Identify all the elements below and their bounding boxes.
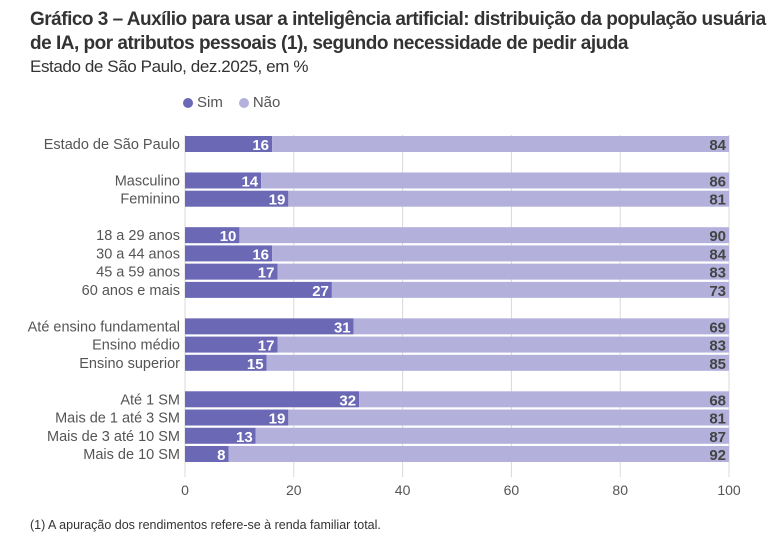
chart-title: Gráfico 3 – Auxílio para usar a inteligê… [30,9,766,54]
bar-sim [185,281,332,298]
data-label-sim: 16 [252,137,269,154]
category-label: 45 a 59 anos [96,265,180,281]
data-label-nao: 83 [709,265,726,282]
bar-sim [185,354,267,371]
data-label-sim: 19 [269,411,286,428]
data-label-nao: 85 [709,356,726,373]
data-label-nao: 84 [709,246,726,263]
bar-sim [185,263,278,280]
footnote: (1) A apuração dos rendimentos refere-se… [30,518,381,532]
bar-nao [277,263,729,280]
category-label: 60 anos e mais [82,283,180,299]
data-label-sim: 13 [236,429,253,446]
legend-item-sim: Sim [183,94,223,111]
bar-nao [272,136,729,152]
legend-label-sim: Sim [197,94,223,111]
category-label: Feminino [120,192,180,208]
data-label-nao: 81 [709,411,726,428]
data-label-nao: 83 [709,338,726,355]
bar-nao [228,446,729,462]
category-label: Mais de 10 SM [83,447,180,463]
legend-label-nao: Não [252,94,281,111]
category-label: Ensino superior [79,356,180,372]
data-label-nao: 87 [709,429,726,446]
data-label-nao: 68 [709,392,726,409]
legend: Sim Não [183,94,280,111]
bar-nao [261,172,729,189]
legend-swatch-sim [183,98,193,109]
bar-sim [185,446,229,462]
chart-subtitle: Estado de São Paulo, dez.2025, em % [30,57,309,76]
data-label-nao: 90 [709,228,726,245]
bar-nao [353,318,729,335]
category-label: 30 a 44 anos [96,246,180,262]
bar-nao [277,336,729,353]
bar-nao [288,190,729,207]
data-label-sim: 17 [258,338,275,355]
bar-sim [185,172,262,189]
data-label-nao: 92 [709,447,726,464]
bar-sim [185,336,278,353]
category-label: 18 a 29 anos [96,228,180,244]
category-label: Mais de 1 até 3 SM [55,411,180,427]
bar-nao [266,354,729,371]
legend-swatch-nao [238,98,249,109]
data-label-sim: 15 [247,356,264,373]
data-label-sim: 14 [241,173,258,190]
bar-sim [185,318,354,335]
bar-nao [359,391,729,408]
data-label-sim: 8 [217,447,225,464]
data-label-sim: 27 [312,283,329,300]
data-label-sim: 31 [334,319,351,336]
data-label-nao: 69 [709,319,726,336]
data-label-sim: 19 [269,192,286,209]
data-label-sim: 10 [220,228,237,245]
x-tick-label: 100 [717,482,741,498]
x-tick-label: 80 [612,482,628,498]
bar-nao [288,409,729,426]
bar-sim [185,427,256,444]
data-label-nao: 84 [709,137,726,154]
category-label: Mais de 3 até 10 SM [47,429,180,445]
category-label: Até 1 SM [120,392,180,408]
category-label: Masculino [115,173,180,189]
data-label-sim: 16 [252,246,269,263]
data-label-sim: 17 [258,265,275,282]
bar-nao [239,227,729,244]
bar-nao [272,245,729,262]
legend-item-nao: Não [238,94,281,111]
bar-nao [331,281,729,298]
bar-sim [185,136,273,152]
data-label-nao: 73 [709,283,726,300]
bar-sim [185,227,240,244]
bar-sim [185,409,289,426]
data-label-nao: 81 [709,192,726,209]
x-tick-label: 60 [504,482,520,498]
x-tick-label: 0 [181,482,189,498]
x-tick-label: 20 [286,482,302,498]
bar-nao [255,427,729,444]
bar-sim [185,245,273,262]
bar-sim [185,391,360,408]
category-label: Estado de São Paulo [44,137,180,153]
category-label: Ensino médio [92,338,180,354]
bar-sim [185,190,289,207]
data-label-nao: 86 [709,173,726,190]
data-label-sim: 32 [339,392,356,409]
category-label: Até ensino fundamental [28,319,180,335]
x-tick-label: 40 [395,482,411,498]
